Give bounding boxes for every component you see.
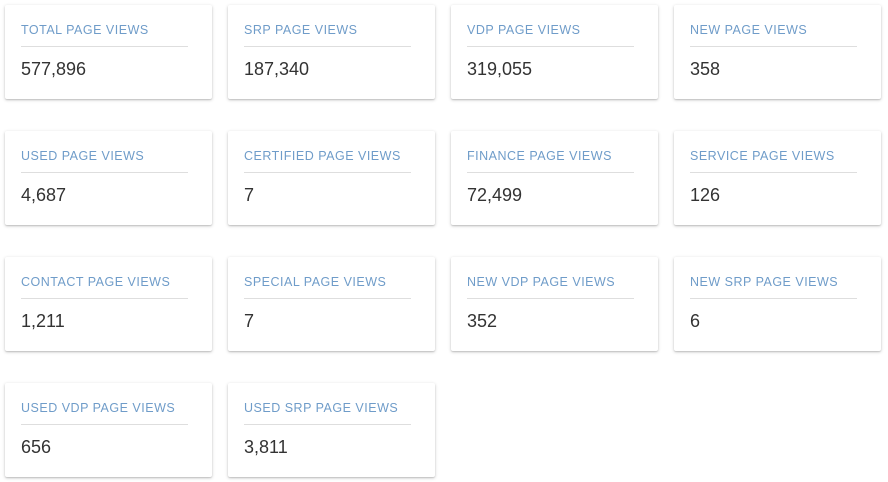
stat-card-value: 7 <box>244 311 255 331</box>
card-divider <box>21 298 188 299</box>
stat-card-title: SPECIAL PAGE VIEWS <box>244 275 387 289</box>
stat-card-value: 352 <box>467 311 498 331</box>
card-divider <box>244 172 411 173</box>
card-divider <box>467 172 634 173</box>
card-divider <box>690 46 857 47</box>
stat-card-finance-page-views: FINANCE PAGE VIEWS 72,499 <box>451 131 658 225</box>
stats-card-grid: TOTAL PAGE VIEWS 577,896 SRP PAGE VIEWS … <box>5 5 881 477</box>
stat-card-value: 1,211 <box>21 311 65 331</box>
stat-card-used-page-views: USED PAGE VIEWS 4,687 <box>5 131 212 225</box>
stat-card-title: FINANCE PAGE VIEWS <box>467 149 612 163</box>
stat-card-title: USED SRP PAGE VIEWS <box>244 401 399 415</box>
stat-card-title: CERTIFIED PAGE VIEWS <box>244 149 401 163</box>
stat-card-value: 187,340 <box>244 59 310 79</box>
stat-card-value: 6 <box>690 311 701 331</box>
stat-card-total-page-views: TOTAL PAGE VIEWS 577,896 <box>5 5 212 99</box>
stat-card-value: 3,811 <box>244 437 288 457</box>
stat-card-title: NEW VDP PAGE VIEWS <box>467 275 616 289</box>
card-divider <box>244 46 411 47</box>
stat-card-title: NEW SRP PAGE VIEWS <box>690 275 839 289</box>
stat-card-value: 358 <box>690 59 721 79</box>
stat-card-srp-page-views: SRP PAGE VIEWS 187,340 <box>228 5 435 99</box>
stat-card-title: USED VDP PAGE VIEWS <box>21 401 176 415</box>
stat-card-certified-page-views: CERTIFIED PAGE VIEWS 7 <box>228 131 435 225</box>
card-divider <box>244 298 411 299</box>
card-divider <box>690 172 857 173</box>
stat-card-service-page-views: SERVICE PAGE VIEWS 126 <box>674 131 881 225</box>
stat-card-used-srp-page-views: USED SRP PAGE VIEWS 3,811 <box>228 383 435 477</box>
stat-card-value: 577,896 <box>21 59 87 79</box>
stat-card-contact-page-views: CONTACT PAGE VIEWS 1,211 <box>5 257 212 351</box>
stat-card-title: VDP PAGE VIEWS <box>467 23 581 37</box>
stat-card-new-page-views: NEW PAGE VIEWS 358 <box>674 5 881 99</box>
stat-card-special-page-views: SPECIAL PAGE VIEWS 7 <box>228 257 435 351</box>
stat-card-new-srp-page-views: NEW SRP PAGE VIEWS 6 <box>674 257 881 351</box>
stat-card-value: 319,055 <box>467 59 533 79</box>
card-divider <box>244 424 411 425</box>
stat-card-title: CONTACT PAGE VIEWS <box>21 275 171 289</box>
stat-card-vdp-page-views: VDP PAGE VIEWS 319,055 <box>451 5 658 99</box>
stat-card-value: 656 <box>21 437 52 457</box>
stat-card-title: NEW PAGE VIEWS <box>690 23 808 37</box>
card-divider <box>21 424 188 425</box>
stat-card-used-vdp-page-views: USED VDP PAGE VIEWS 656 <box>5 383 212 477</box>
card-divider <box>467 46 634 47</box>
stat-card-title: SRP PAGE VIEWS <box>244 23 358 37</box>
stat-card-title: USED PAGE VIEWS <box>21 149 145 163</box>
stat-card-new-vdp-page-views: NEW VDP PAGE VIEWS 352 <box>451 257 658 351</box>
card-divider <box>467 298 634 299</box>
stat-card-value: 7 <box>244 185 255 205</box>
stat-card-title: SERVICE PAGE VIEWS <box>690 149 835 163</box>
card-divider <box>21 172 188 173</box>
stat-card-value: 72,499 <box>467 185 523 205</box>
card-divider <box>690 298 857 299</box>
stat-card-title: TOTAL PAGE VIEWS <box>21 23 149 37</box>
stat-card-value: 126 <box>690 185 721 205</box>
card-divider <box>21 46 188 47</box>
stat-card-value: 4,687 <box>21 185 67 205</box>
